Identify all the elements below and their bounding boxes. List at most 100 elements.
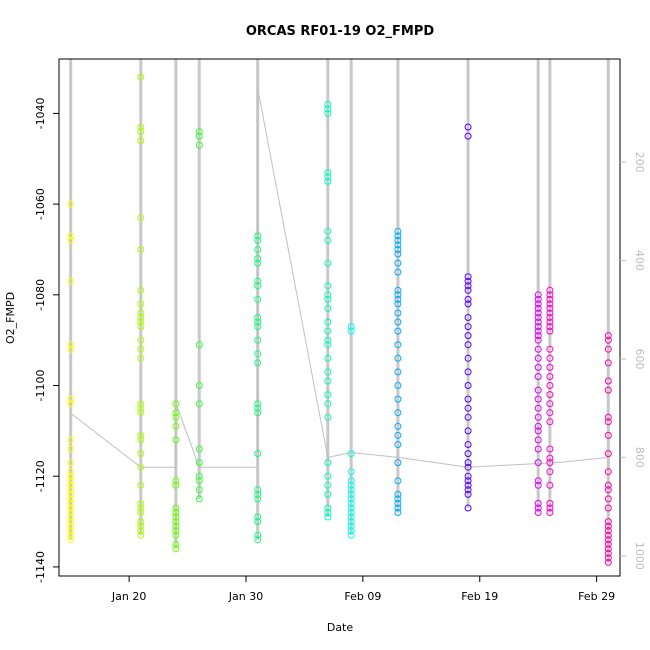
data-point-7-28 bbox=[394, 236, 402, 244]
data-point-3-1 bbox=[195, 486, 203, 494]
data-point-7-4 bbox=[394, 490, 402, 498]
data-point-1-15 bbox=[137, 354, 145, 362]
data-point-0-21 bbox=[67, 345, 75, 353]
data-point-5-4 bbox=[324, 481, 332, 489]
data-point-11-11 bbox=[604, 495, 612, 503]
data-point-0-2 bbox=[67, 527, 75, 535]
data-point-0-18 bbox=[67, 436, 75, 444]
data-point-4-6 bbox=[254, 486, 262, 494]
data-point-8-7 bbox=[464, 459, 472, 467]
data-point-1-1 bbox=[137, 527, 145, 535]
data-point-10-19 bbox=[546, 318, 554, 326]
data-point-8-5 bbox=[464, 472, 472, 480]
data-point-2-0 bbox=[172, 545, 180, 553]
data-point-7-9 bbox=[394, 422, 402, 430]
data-point-8-2 bbox=[464, 486, 472, 494]
data-point-11-6 bbox=[604, 531, 612, 539]
data-point-9-22 bbox=[534, 318, 542, 326]
data-point-5-23 bbox=[324, 227, 332, 235]
data-point-7-25 bbox=[394, 250, 402, 258]
data-point-8-22 bbox=[464, 295, 472, 303]
data-point-2-13 bbox=[172, 413, 180, 421]
data-point-4-7 bbox=[254, 450, 262, 458]
data-point-7-11 bbox=[394, 395, 402, 403]
data-point-4-21 bbox=[254, 255, 262, 262]
data-point-9-5 bbox=[534, 459, 542, 467]
data-point-4-9 bbox=[254, 404, 262, 412]
data-point-7-20 bbox=[394, 295, 402, 303]
data-point-5-11 bbox=[324, 368, 332, 376]
data-point-10-1 bbox=[546, 504, 554, 512]
data-point-5-0 bbox=[324, 513, 332, 521]
data-point-4-20 bbox=[254, 259, 262, 267]
data-point-9-6 bbox=[534, 445, 542, 453]
data-point-2-15 bbox=[172, 400, 180, 408]
data-point-1-5 bbox=[137, 504, 145, 512]
data-point-11-1 bbox=[604, 554, 612, 562]
data-point-0-20 bbox=[67, 395, 75, 403]
data-point-6-9 bbox=[347, 490, 355, 498]
data-point-4-19 bbox=[254, 277, 262, 285]
data-point-10-11 bbox=[546, 391, 554, 399]
data-point-5-3 bbox=[324, 490, 332, 498]
data-point-0-25 bbox=[67, 232, 75, 240]
data-point-11-16 bbox=[604, 431, 612, 439]
data-point-8-14 bbox=[464, 382, 472, 389]
x-tick-label-0: Jan 20 bbox=[111, 590, 146, 603]
y-axis-label: O2_FMPD bbox=[4, 292, 17, 344]
data-point-9-24 bbox=[534, 309, 542, 317]
data-point-8-1 bbox=[464, 490, 472, 498]
data-point-0-9 bbox=[67, 495, 75, 503]
data-point-11-20 bbox=[604, 377, 612, 385]
data-point-0-22 bbox=[67, 341, 75, 349]
data-point-6-3 bbox=[347, 518, 355, 526]
data-point-7-26 bbox=[394, 246, 402, 253]
data-point-10-4 bbox=[546, 468, 554, 476]
y-tick-label-1: -1120 bbox=[34, 460, 47, 492]
x-tick-label-1: Jan 30 bbox=[228, 590, 263, 603]
x-axis-label: Date bbox=[327, 621, 354, 634]
data-point-1-18 bbox=[137, 323, 145, 331]
data-point-5-26 bbox=[324, 168, 332, 176]
data-point-10-22 bbox=[546, 304, 554, 312]
data-point-11-22 bbox=[604, 345, 612, 353]
data-point-1-4 bbox=[137, 509, 145, 516]
data-point-4-3 bbox=[254, 513, 262, 521]
data-point-2-10 bbox=[172, 477, 180, 485]
data-point-8-18 bbox=[464, 332, 472, 340]
y2-tick-label-3: 800 bbox=[633, 447, 646, 468]
data-point-7-27 bbox=[394, 241, 402, 249]
data-point-1-23 bbox=[137, 286, 145, 294]
data-point-7-16 bbox=[394, 327, 402, 335]
data-point-10-18 bbox=[546, 323, 554, 331]
data-point-9-20 bbox=[534, 327, 542, 335]
data-point-4-10 bbox=[254, 400, 262, 408]
data-point-5-6 bbox=[324, 459, 332, 467]
data-point-1-8 bbox=[137, 463, 145, 471]
data-point-1-24 bbox=[137, 246, 145, 253]
x-tick-label-3: Feb 19 bbox=[461, 590, 498, 603]
data-point-5-13 bbox=[324, 341, 332, 349]
data-point-10-9 bbox=[546, 409, 554, 417]
data-point-5-10 bbox=[324, 377, 332, 385]
data-point-8-21 bbox=[464, 300, 472, 308]
data-point-2-9 bbox=[172, 481, 180, 489]
data-point-1-2 bbox=[137, 522, 145, 530]
data-point-8-28 bbox=[464, 123, 472, 131]
data-point-9-26 bbox=[534, 300, 542, 308]
data-point-5-14 bbox=[324, 336, 332, 344]
data-point-10-10 bbox=[546, 400, 554, 408]
y-tick-label-3: -1080 bbox=[34, 279, 47, 311]
data-point-8-11 bbox=[464, 413, 472, 421]
data-point-1-13 bbox=[137, 404, 145, 412]
data-point-2-12 bbox=[172, 422, 180, 430]
data-point-7-0 bbox=[394, 509, 402, 516]
data-point-8-4 bbox=[464, 477, 472, 485]
data-point-8-13 bbox=[464, 395, 472, 403]
data-point-11-7 bbox=[604, 527, 612, 535]
data-point-8-25 bbox=[464, 277, 472, 285]
data-point-0-12 bbox=[67, 481, 75, 489]
data-point-5-28 bbox=[324, 105, 332, 113]
data-point-0-3 bbox=[67, 522, 75, 530]
